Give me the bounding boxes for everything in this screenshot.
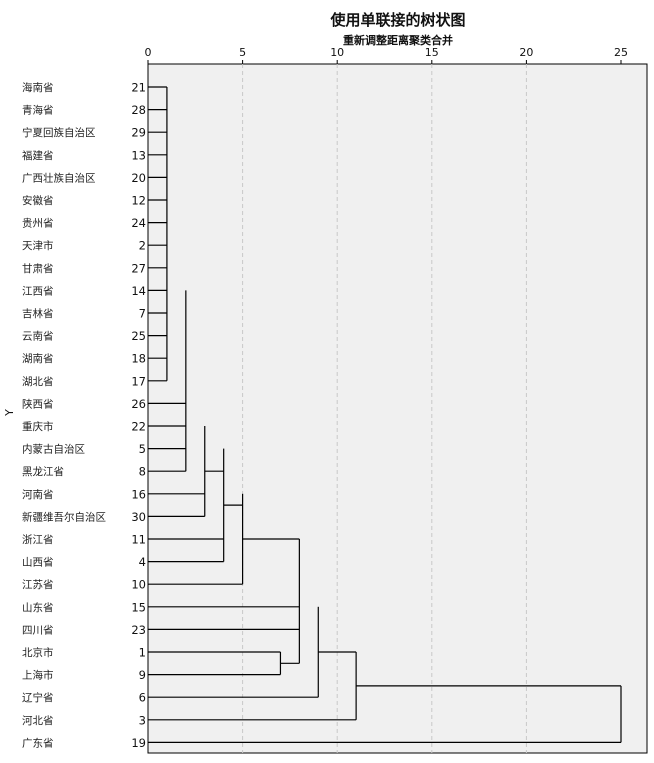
leaf-label: 宁夏回族自治区 — [22, 126, 96, 139]
x-tick-label: 25 — [614, 46, 628, 59]
leaf-label: 山西省 — [22, 556, 54, 569]
leaf-label: 湖北省 — [22, 375, 54, 388]
y-axis-label: Y — [3, 409, 16, 417]
leaf-id: 2 — [139, 239, 146, 253]
x-tick-label: 20 — [519, 46, 533, 59]
leaf-id: 5 — [139, 442, 146, 456]
leaf-id: 23 — [131, 623, 146, 637]
leaf-label: 天津市 — [22, 239, 54, 252]
leaf-id: 1 — [139, 646, 146, 660]
leaf-id: 3 — [139, 713, 146, 727]
leaf-id: 8 — [139, 465, 146, 479]
leaf-label: 海南省 — [22, 81, 54, 94]
leaf-id: 14 — [131, 284, 146, 298]
leaf-label: 重庆市 — [22, 420, 54, 433]
leaf-id: 19 — [131, 736, 146, 750]
leaf-id: 20 — [131, 171, 146, 185]
leaf-label: 湖南省 — [22, 352, 54, 365]
x-tick-label: 15 — [425, 46, 439, 59]
leaf-id: 16 — [131, 487, 146, 501]
leaf-label: 贵州省 — [22, 217, 54, 230]
leaf-label: 新疆维吾尔自治区 — [22, 510, 106, 523]
leaf-id: 25 — [131, 329, 146, 343]
leaf-id: 4 — [139, 555, 146, 569]
x-tick-label: 10 — [330, 46, 344, 59]
x-tick-label: 5 — [239, 46, 246, 59]
leaf-id: 11 — [131, 533, 146, 547]
leaf-id: 22 — [131, 420, 146, 434]
plot-area — [147, 63, 648, 754]
leaf-label: 陕西省 — [22, 397, 54, 410]
x-tick-label: 0 — [145, 46, 152, 59]
leaf-id: 10 — [131, 578, 146, 592]
leaf-id: 17 — [131, 374, 146, 388]
leaf-id: 15 — [131, 600, 146, 614]
leaf-label: 福建省 — [22, 149, 54, 162]
leaf-label: 安徽省 — [22, 194, 54, 207]
leaf-label: 广东省 — [22, 736, 54, 749]
leaf-id: 7 — [139, 307, 146, 321]
leaf-label: 北京市 — [22, 646, 54, 659]
leaf-id: 27 — [131, 261, 146, 275]
leaf-label: 河南省 — [22, 488, 54, 501]
leaf-id: 18 — [131, 352, 146, 366]
leaf-id: 26 — [131, 397, 146, 411]
leaf-label: 浙江省 — [22, 533, 54, 546]
leaf-id: 9 — [139, 668, 146, 682]
leaf-label: 青海省 — [22, 104, 54, 117]
leaf-label: 内蒙古自治区 — [22, 443, 85, 456]
leaf-label: 甘肃省 — [22, 262, 54, 275]
leaf-label: 辽宁省 — [22, 691, 54, 704]
leaf-label: 江西省 — [22, 284, 54, 297]
leaf-id: 6 — [139, 691, 146, 705]
leaf-label: 江苏省 — [22, 578, 54, 591]
leaf-label: 四川省 — [22, 623, 54, 636]
leaf-label: 黑龙江省 — [22, 465, 64, 478]
leaf-label: 河北省 — [22, 714, 54, 727]
x-axis-label: 重新调整距离聚类合并 — [343, 34, 453, 47]
chart-title: 使用单联接的树状图 — [330, 11, 466, 29]
leaf-label: 广西壮族自治区 — [22, 171, 96, 184]
leaf-id: 28 — [131, 103, 146, 117]
leaf-id: 24 — [131, 216, 146, 230]
leaf-id: 30 — [131, 510, 146, 524]
leaf-label: 上海市 — [22, 669, 54, 682]
leaf-id: 29 — [131, 126, 146, 140]
leaf-id: 12 — [131, 194, 146, 208]
leaf-label: 山东省 — [22, 601, 54, 614]
leaf-label: 吉林省 — [22, 307, 54, 320]
leaf-id: 21 — [131, 81, 146, 95]
leaf-label: 云南省 — [22, 330, 54, 343]
leaf-id: 13 — [131, 148, 146, 162]
